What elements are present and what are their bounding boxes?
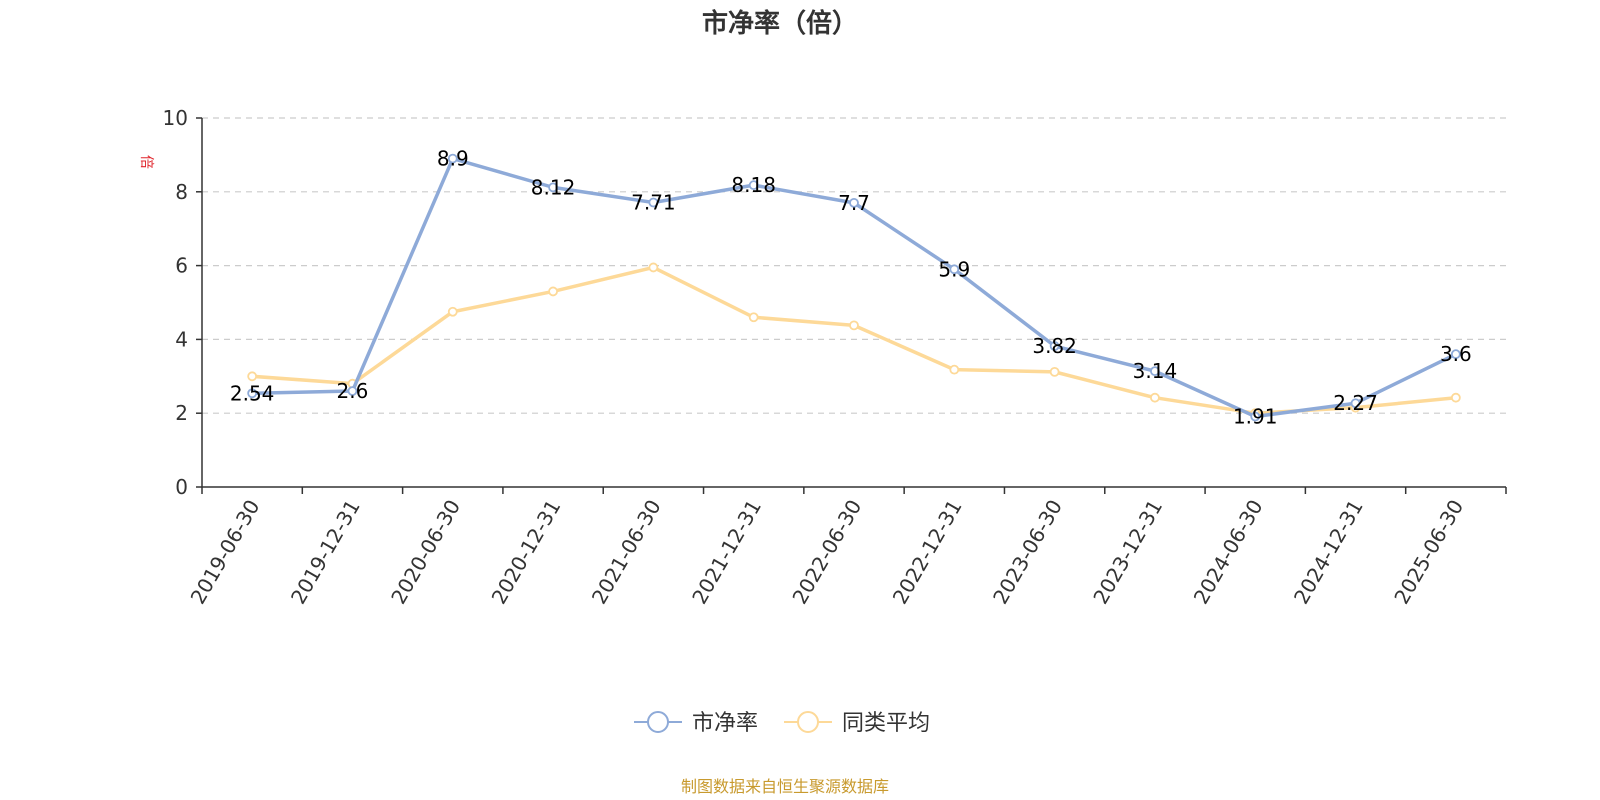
x-tick-label: 2023-12-31 xyxy=(1088,496,1167,609)
x-tick-label: 2020-06-30 xyxy=(386,496,465,609)
data-point xyxy=(1150,366,1160,377)
data-label: 5.9 xyxy=(938,257,970,281)
legend-marker xyxy=(647,711,669,733)
legend-item-1: 同类平均 xyxy=(784,711,930,736)
data-point xyxy=(1250,411,1261,422)
data-label: 8.12 xyxy=(531,175,576,199)
data-label: 3.14 xyxy=(1133,359,1178,383)
series-1 xyxy=(247,262,1461,419)
y-tick-label: 4 xyxy=(175,327,188,351)
legend-label: 市净率 xyxy=(692,711,758,736)
data-point xyxy=(748,312,759,323)
x-tick-label: 2021-12-31 xyxy=(687,496,766,609)
data-point xyxy=(347,386,358,396)
data-point xyxy=(949,364,960,375)
data-point xyxy=(548,286,558,297)
data-point xyxy=(548,182,558,193)
data-point xyxy=(1150,392,1160,403)
data-point xyxy=(1450,349,1461,360)
x-tick-label: 2021-06-30 xyxy=(587,496,666,609)
x-tick-label: 2019-06-30 xyxy=(186,496,265,609)
y-tick-label: 10 xyxy=(163,106,188,130)
data-label: 8.9 xyxy=(437,147,469,171)
data-label: 7.7 xyxy=(838,191,870,215)
x-tick-label: 2024-06-30 xyxy=(1189,496,1268,609)
data-point xyxy=(1049,366,1060,377)
data-label: 7.71 xyxy=(631,191,676,215)
data-label: 2.27 xyxy=(1333,391,1378,415)
legend-item-0: 市净率 xyxy=(634,711,758,736)
data-label: 1.91 xyxy=(1233,405,1278,429)
x-tick-label: 2024-12-31 xyxy=(1289,496,1368,609)
y-tick-label: 6 xyxy=(175,254,188,278)
data-point xyxy=(1350,398,1361,409)
data-point xyxy=(849,197,859,208)
data-point xyxy=(648,197,659,208)
data-label: 3.82 xyxy=(1032,334,1077,358)
data-point xyxy=(949,264,960,275)
x-tick-label: 2022-06-30 xyxy=(787,496,866,609)
axes: 0 2 4 6 8 10 2019-06-30 2019-12-31 2020-06-30 202… xyxy=(163,106,1507,609)
data-label: 3.6 xyxy=(1440,342,1472,366)
y-tick-label: 8 xyxy=(175,180,188,204)
gridlines xyxy=(202,117,1506,414)
x-tick-label: 2019-12-31 xyxy=(286,496,365,609)
data-point xyxy=(1450,392,1461,403)
x-tick-label: 2020-12-31 xyxy=(487,496,566,609)
data-label: 2.6 xyxy=(337,379,369,403)
legend: 市净率 同类平均 xyxy=(634,711,930,736)
series-line xyxy=(252,265,1457,415)
data-point xyxy=(447,153,458,164)
data-point xyxy=(748,180,759,191)
legend-marker xyxy=(797,711,819,733)
data-point xyxy=(447,306,458,317)
data-label: 2.54 xyxy=(230,381,275,405)
series-0 xyxy=(247,153,1461,422)
legend-label: 同类平均 xyxy=(842,711,930,736)
data-point xyxy=(247,388,258,399)
data-point xyxy=(247,371,258,382)
source-note: 制图数据来自恒生聚源数据库 xyxy=(681,777,889,796)
data-label: 8.18 xyxy=(731,173,776,197)
data-point xyxy=(648,262,659,273)
y-tick-label: 0 xyxy=(175,475,188,499)
x-tick-label: 2022-12-31 xyxy=(888,495,967,608)
chart-title: 市净率（倍） xyxy=(702,8,858,39)
series-layer xyxy=(247,153,1461,422)
y-axis-unit-label: 倍 xyxy=(138,155,154,169)
x-tick-label: 2023-06-30 xyxy=(988,496,1067,609)
data-labels: 2.54 2.6 8.9 8.12 7.71 8.18 7.7 5.9 3.82 3.14 1.91… xyxy=(230,147,1472,429)
x-tick-label: 2025-06-30 xyxy=(1389,496,1468,609)
data-point xyxy=(1049,341,1060,351)
data-point xyxy=(849,320,859,331)
y-tick-label: 2 xyxy=(175,401,188,425)
